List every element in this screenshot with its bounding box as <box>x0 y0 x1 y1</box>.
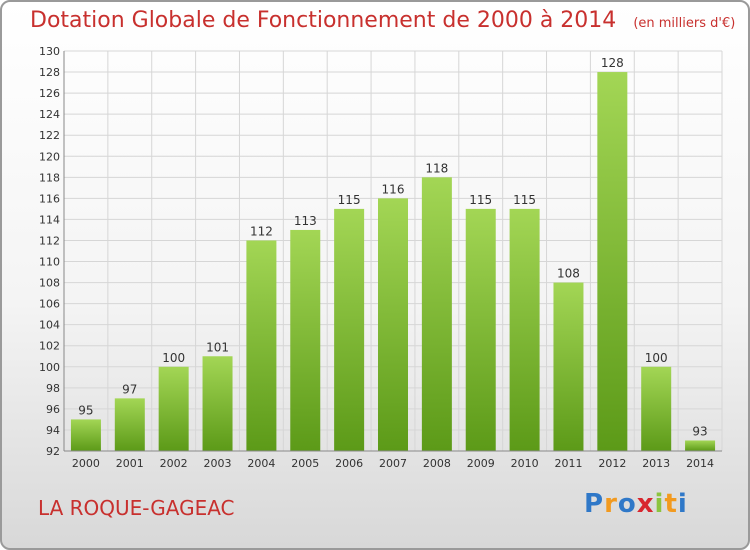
value-label: 115 <box>469 193 492 207</box>
value-label: 115 <box>338 193 361 207</box>
bar-2014 <box>685 440 716 451</box>
bar-2005 <box>290 229 321 451</box>
x-tick-label: 2004 <box>247 457 275 470</box>
x-tick-label: 2005 <box>291 457 319 470</box>
x-tick-label: 2008 <box>423 457 451 470</box>
value-label: 115 <box>513 193 536 207</box>
bar-layer <box>70 72 716 451</box>
proxiti-logo: Proxiti <box>584 489 688 519</box>
y-tick-label: 112 <box>39 234 60 247</box>
bar-2011 <box>553 282 584 451</box>
y-tick-label: 114 <box>39 213 60 226</box>
x-tick-label: 2006 <box>335 457 363 470</box>
y-tick-label: 108 <box>39 277 60 290</box>
bar-2009 <box>465 208 496 451</box>
y-tick-label: 124 <box>39 108 60 121</box>
y-tick-label: 92 <box>46 445 60 458</box>
x-tick-label: 2000 <box>72 457 100 470</box>
x-tick-label: 2013 <box>642 457 670 470</box>
y-tick-label: 96 <box>46 403 60 416</box>
x-tick-label: 2007 <box>379 457 407 470</box>
value-label: 100 <box>162 351 185 365</box>
value-label: 116 <box>382 182 405 196</box>
value-label: 100 <box>645 351 668 365</box>
value-label: 128 <box>601 56 624 70</box>
bar-2010 <box>509 208 540 451</box>
chart-title: Dotation Globale de Fonctionnement de 20… <box>30 8 735 33</box>
x-tick-label: 2009 <box>467 457 495 470</box>
y-tick-label: 102 <box>39 340 60 353</box>
bar-2001 <box>114 398 145 451</box>
y-tick-label: 120 <box>39 150 60 163</box>
value-label: 118 <box>425 161 448 175</box>
value-label: 97 <box>122 382 137 396</box>
x-tick-label: 2002 <box>160 457 188 470</box>
y-tick-label: 104 <box>39 319 60 332</box>
title-unit: (en milliers d'€) <box>633 16 736 31</box>
y-tick-label: 130 <box>39 45 60 58</box>
y-tick-label: 100 <box>39 361 60 374</box>
value-label: 108 <box>557 267 580 281</box>
bar-2004 <box>246 240 277 451</box>
y-tick-label: 106 <box>39 298 60 311</box>
x-tick-label: 2012 <box>598 457 626 470</box>
x-tick-label: 2014 <box>686 457 714 470</box>
x-tick-label: 2003 <box>204 457 232 470</box>
value-label: 93 <box>692 424 707 438</box>
value-label: 113 <box>294 214 317 228</box>
value-label: 101 <box>206 340 229 354</box>
value-label: 112 <box>250 224 273 238</box>
bar-2002 <box>158 366 189 451</box>
title-text: Dotation Globale de Fonctionnement de 20… <box>30 8 617 33</box>
bar-2013 <box>641 366 672 451</box>
y-tick-label: 98 <box>46 382 60 395</box>
y-tick-label: 118 <box>39 171 60 184</box>
y-tick-label: 128 <box>39 66 60 79</box>
value-label: 95 <box>78 403 93 417</box>
y-tick-label: 94 <box>46 424 60 437</box>
x-tick-label: 2010 <box>511 457 539 470</box>
y-tick-label: 116 <box>39 192 60 205</box>
town-name: LA ROQUE-GAGEAC <box>38 496 235 520</box>
y-tick-label: 126 <box>39 87 60 100</box>
bar-2003 <box>202 356 233 451</box>
bar-2012 <box>597 72 628 451</box>
y-tick-label: 110 <box>39 256 60 269</box>
bar-2007 <box>378 198 408 451</box>
x-tick-label: 2001 <box>116 457 144 470</box>
x-tick-label: 2011 <box>554 457 582 470</box>
axis-layer: 92 94 96 98 100 102 104 106 108 110 112 114 116 118 12… <box>39 45 722 470</box>
bar-2000 <box>70 419 101 451</box>
bar-2006 <box>334 208 365 451</box>
bar-2008 <box>421 177 452 451</box>
y-tick-label: 122 <box>39 129 60 142</box>
